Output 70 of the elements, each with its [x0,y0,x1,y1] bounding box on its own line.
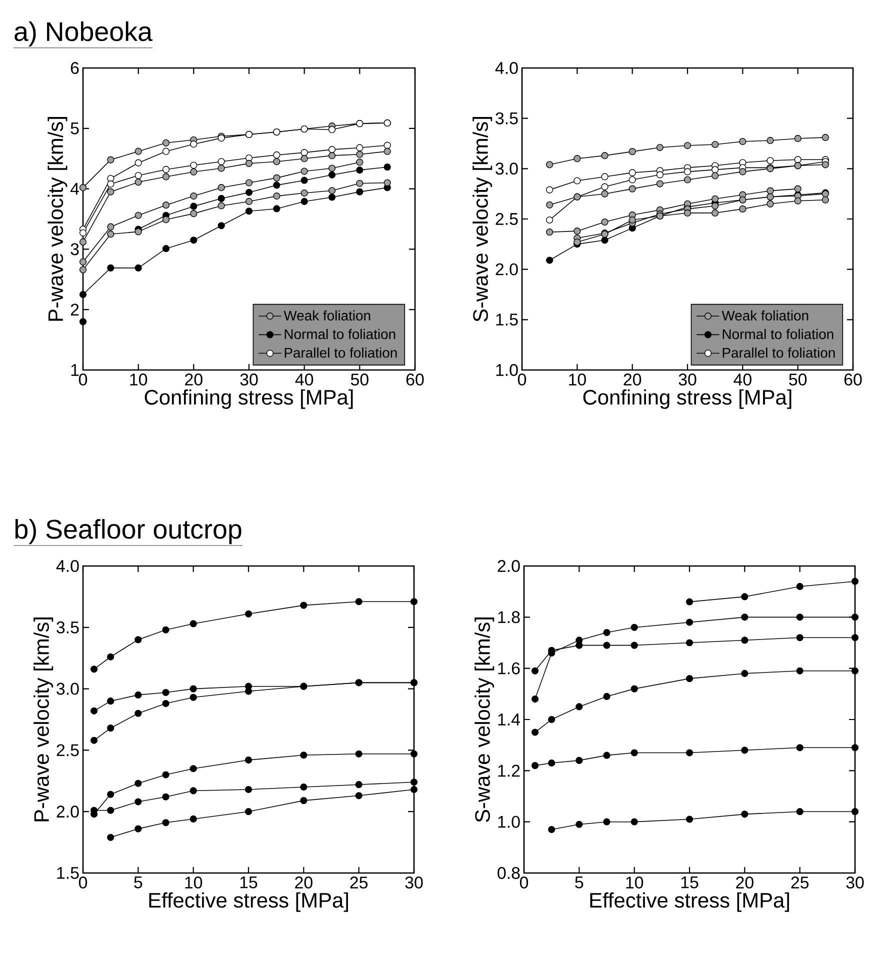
x-tick-label: 60 [844,374,862,386]
x-tick-label: 5 [575,876,584,888]
y-tick-label: 1 [71,364,79,376]
y-tick-label: 1.0 [498,816,520,828]
x-tick-label: 30 [846,876,864,889]
y-tick-label: 1.8 [498,611,520,624]
x-tick-label: 0 [518,374,526,386]
x-tick-label: 20 [736,876,754,889]
x-tick-label: 40 [295,374,314,386]
y-tick-label: 6 [70,62,79,74]
y-tick-label: 2.5 [496,213,518,226]
x-tick-label: 60 [406,374,424,386]
y-tick-label: 2 [70,304,79,316]
y-axis-title: P-wave velocity [km/s] [48,117,68,321]
x-tick-label: 20 [295,876,312,889]
y-tick-label: 4.0 [495,62,518,74]
y-tick-label: 3.5 [56,621,79,634]
x-tick-label: 10 [626,876,644,889]
y-tick-label: 1.0 [496,364,518,376]
y-tick-label: 2.0 [496,263,518,276]
x-tick-label: 10 [130,374,148,386]
y-tick-label: 2.0 [56,806,79,818]
y-tick-label: 4.0 [56,560,79,572]
x-axis-title: Confining stress [MPa] [144,389,353,409]
y-tick-label: 1.2 [498,764,520,777]
x-tick-label: 20 [185,374,202,386]
legend-label: Parallel to foliation [284,347,397,358]
y-tick-label: 1.5 [496,314,518,326]
y-tick-label: 3 [70,243,79,256]
y-tick-label: 1.5 [57,867,79,879]
y-axis-title: P-wave velocity [km/s] [34,618,54,822]
legend-label: Weak foliation [284,310,370,321]
x-tick-label: 20 [624,374,642,386]
x-tick-label: 15 [240,876,258,888]
x-tick-label: 0 [520,876,528,889]
x-tick-label: 15 [681,876,698,888]
y-tick-label: 0.8 [498,867,520,880]
y-tick-label: 5 [70,122,79,134]
x-tick-label: 10 [185,876,202,889]
x-tick-label: 50 [789,374,807,386]
y-tick-label: 2.0 [498,560,520,572]
x-tick-label: 0 [78,876,88,889]
x-tick-label: 30 [240,374,258,386]
x-tick-label: 30 [405,876,423,889]
y-tick-label: 2.5 [56,744,79,756]
legend-label: Weak foliation [722,310,808,321]
y-tick-label: 3.5 [496,112,518,124]
legend-label: Parallel to foliation [722,347,835,358]
x-tick-label: 30 [678,374,696,386]
legend-label: Normal to foliation [722,328,834,340]
x-tick-label: 0 [78,374,88,386]
y-axis-title: S-wave velocity [km/s] [472,117,492,322]
legend-label: Normal to foliation [284,328,396,340]
y-tick-label: 1.4 [498,714,520,726]
x-axis-title: Effective stress [MPa] [590,892,789,912]
x-tick-label: 5 [134,876,142,888]
x-tick-label: 25 [791,876,809,889]
x-tick-label: 50 [350,374,368,386]
y-axis-title: S-wave velocity [km/s] [474,618,494,822]
y-tick-label: 4 [70,182,79,195]
y-tick-label: 3.0 [496,162,518,175]
x-tick-label: 40 [734,374,752,386]
x-axis-title: Effective stress [MPa] [149,892,348,912]
y-tick-label: 1.6 [498,662,520,674]
x-tick-label: 25 [350,876,368,889]
chart-title: b) Seafloor outcrop [15,519,242,544]
chart-title: a) Nobeoka [14,21,153,46]
x-tick-label: 10 [569,374,586,386]
x-axis-title: Confining stress [MPa] [583,389,792,409]
y-tick-label: 3.0 [56,682,79,695]
